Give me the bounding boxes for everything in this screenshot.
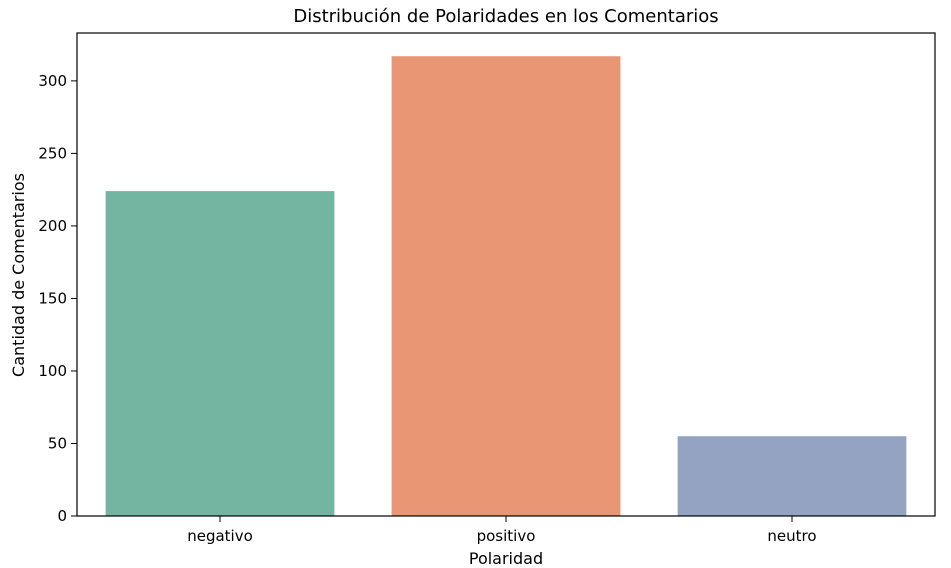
y-tick-label: 250 [38, 144, 67, 162]
plot-area [76, 32, 936, 517]
y-tick-label: 200 [38, 217, 67, 235]
x-tick-label-negativo: negativo [187, 527, 253, 545]
y-tick-label: 0 [57, 507, 67, 525]
bar-neutro [677, 436, 907, 516]
y-axis: 0 50 100 150 200 250 300 [38, 72, 77, 525]
chart-title: Distribución de Polaridades en los Comen… [293, 6, 718, 27]
y-tick-label: 300 [38, 72, 67, 90]
bar-positivo [391, 56, 621, 516]
x-tick-label-neutro: neutro [767, 527, 816, 545]
y-tick-label: 100 [38, 362, 67, 380]
x-tick-label-positivo: positivo [477, 527, 536, 545]
y-tick-label: 50 [48, 434, 67, 452]
x-axis: negativo positivo neutro [187, 516, 817, 545]
y-axis-label: Cantidad de Comentarios [9, 173, 28, 377]
bar-negativo [105, 191, 335, 516]
x-axis-label: Polaridad [469, 549, 543, 568]
y-tick-label: 150 [38, 289, 67, 307]
